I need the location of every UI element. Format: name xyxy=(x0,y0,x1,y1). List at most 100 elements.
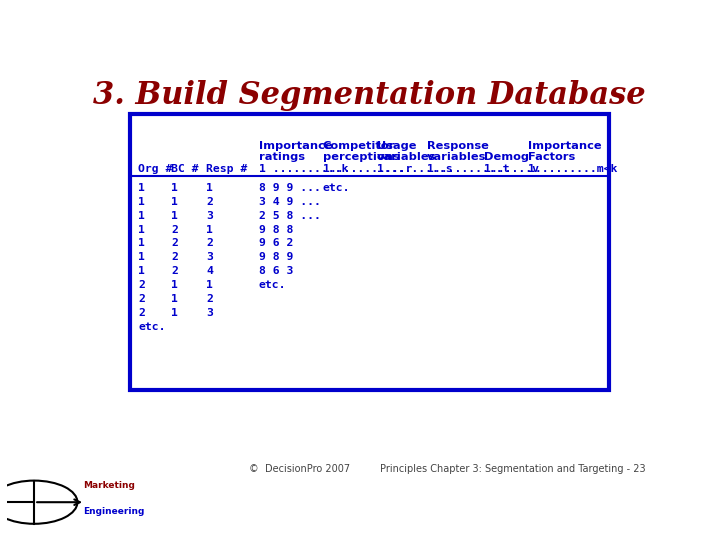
Text: Resp #: Resp # xyxy=(206,164,248,174)
Bar xyxy=(202,127,210,132)
Bar xyxy=(365,127,373,132)
Text: 1: 1 xyxy=(138,211,145,221)
Bar xyxy=(144,127,152,132)
Bar xyxy=(435,127,443,132)
Text: 1.........m<k: 1.........m<k xyxy=(528,164,617,174)
Text: 1: 1 xyxy=(138,197,145,207)
Text: 1.........s: 1.........s xyxy=(377,164,452,174)
Text: 1: 1 xyxy=(138,239,145,248)
Text: 2: 2 xyxy=(206,197,213,207)
Text: 8 6 3: 8 6 3 xyxy=(259,266,293,276)
Text: 2: 2 xyxy=(171,225,179,234)
Text: 2: 2 xyxy=(206,239,213,248)
Text: Principles Chapter 3: Segmentation and Targeting - 23: Principles Chapter 3: Segmentation and T… xyxy=(379,464,645,474)
Bar xyxy=(563,127,570,132)
Bar xyxy=(458,127,466,132)
Text: perceptions: perceptions xyxy=(323,152,399,162)
Text: 2 5 8 ...: 2 5 8 ... xyxy=(259,211,321,221)
Text: 2: 2 xyxy=(138,280,145,290)
Bar xyxy=(284,127,292,132)
Bar xyxy=(225,127,233,132)
Bar xyxy=(132,127,140,132)
Text: Competitor: Competitor xyxy=(323,140,395,151)
Text: Response: Response xyxy=(427,140,489,151)
Text: 1: 1 xyxy=(171,197,179,207)
Bar xyxy=(319,127,326,132)
Text: Importance: Importance xyxy=(528,140,601,151)
Text: ©  DecisionPro 2007: © DecisionPro 2007 xyxy=(248,464,350,474)
Text: 9 8 8: 9 8 8 xyxy=(259,225,293,234)
Bar xyxy=(586,127,594,132)
Text: variables: variables xyxy=(427,152,487,162)
Text: Usage: Usage xyxy=(377,140,416,151)
Text: 1: 1 xyxy=(171,183,179,193)
Bar xyxy=(377,127,384,132)
Text: 1: 1 xyxy=(138,252,145,262)
Text: 1: 1 xyxy=(138,266,145,276)
Text: Engineering: Engineering xyxy=(83,508,144,516)
Bar xyxy=(191,127,199,132)
Bar xyxy=(156,127,163,132)
Text: 4: 4 xyxy=(206,266,213,276)
Bar xyxy=(342,127,350,132)
Bar xyxy=(179,127,187,132)
Text: 1: 1 xyxy=(206,183,213,193)
Bar xyxy=(423,127,431,132)
Bar xyxy=(261,127,269,132)
Bar xyxy=(295,127,303,132)
Text: 3: 3 xyxy=(206,252,213,262)
Text: 1: 1 xyxy=(138,225,145,234)
Text: Demog: Demog xyxy=(484,152,528,162)
Text: 3. Build Segmentation Database: 3. Build Segmentation Database xyxy=(93,80,645,111)
Bar xyxy=(388,127,396,132)
Text: 8 9 9 ...: 8 9 9 ... xyxy=(259,183,321,193)
Bar xyxy=(505,127,513,132)
Bar xyxy=(539,127,547,132)
Bar xyxy=(272,127,280,132)
Text: etc.: etc. xyxy=(138,322,166,332)
Text: 3 4 9 ...: 3 4 9 ... xyxy=(259,197,321,207)
Text: etc.: etc. xyxy=(259,280,287,290)
Text: 2: 2 xyxy=(206,294,213,304)
Text: 2: 2 xyxy=(171,239,179,248)
Bar xyxy=(493,127,500,132)
Text: ratings: ratings xyxy=(259,152,305,162)
Text: 9 6 2: 9 6 2 xyxy=(259,239,293,248)
Text: Importance: Importance xyxy=(259,140,333,151)
Text: 1: 1 xyxy=(171,308,179,318)
Text: 2: 2 xyxy=(171,266,179,276)
Text: 1...........r: 1...........r xyxy=(323,164,412,174)
Bar xyxy=(238,127,245,132)
Bar xyxy=(446,127,454,132)
Text: 1......v: 1......v xyxy=(484,164,539,174)
Text: 1: 1 xyxy=(171,294,179,304)
Bar xyxy=(575,127,582,132)
Bar xyxy=(130,114,609,390)
Bar xyxy=(249,127,256,132)
Text: 2: 2 xyxy=(171,252,179,262)
Bar xyxy=(412,127,419,132)
Text: Factors: Factors xyxy=(528,152,575,162)
Bar xyxy=(354,127,361,132)
Text: 9 8 9: 9 8 9 xyxy=(259,252,293,262)
Text: 1: 1 xyxy=(171,211,179,221)
Text: etc.: etc. xyxy=(323,183,350,193)
Text: BC #: BC # xyxy=(171,164,199,174)
Text: Marketing: Marketing xyxy=(83,482,135,490)
Text: 2: 2 xyxy=(138,308,145,318)
Bar xyxy=(528,127,536,132)
Text: 1: 1 xyxy=(206,225,213,234)
Text: 1: 1 xyxy=(206,280,213,290)
Bar xyxy=(168,127,175,132)
Text: 3: 3 xyxy=(206,211,213,221)
Text: Org #: Org # xyxy=(138,164,172,174)
Bar xyxy=(400,127,408,132)
Bar xyxy=(307,127,315,132)
Text: 1..........t: 1..........t xyxy=(427,164,510,174)
Bar xyxy=(482,127,489,132)
Text: 3: 3 xyxy=(206,308,213,318)
Text: 2: 2 xyxy=(138,294,145,304)
Bar xyxy=(469,127,477,132)
Bar xyxy=(214,127,222,132)
Text: 1: 1 xyxy=(138,183,145,193)
